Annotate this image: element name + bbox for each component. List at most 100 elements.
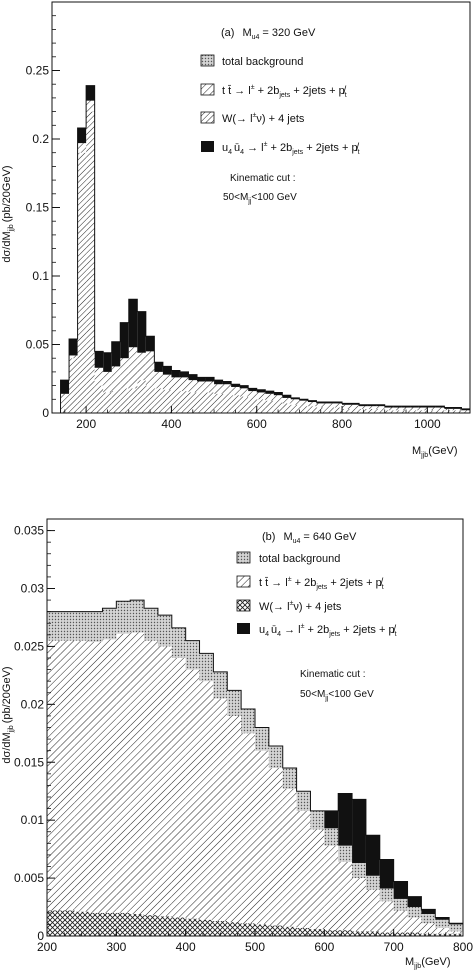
panel-a-bar-s1-b38 (384, 407, 394, 411)
panel-b-bar-s2-b17 (282, 768, 297, 789)
panel-a-legend-swatch-signal (201, 141, 214, 152)
panel-a-label: (a) (221, 27, 234, 39)
panel-b-bar-s2-b7 (144, 608, 158, 641)
panel-a-histogram (60, 85, 470, 413)
panel-b-bar-s1-b24 (379, 901, 394, 933)
panel-a-bar-s1-b30 (316, 403, 325, 408)
panel-a-bar-s1-b12 (162, 374, 172, 390)
panel-b-legend-swatch-signal (237, 623, 250, 634)
panel-b-label: (b) (262, 531, 275, 543)
panel-b-bar-s0-b26 (407, 932, 422, 936)
panel-a-bar-s3-b12 (162, 366, 172, 375)
panel-b-mass-value: = 640 GeV (303, 531, 357, 543)
panel-a-bar-s3-b0 (60, 380, 70, 394)
panel-a-bar-s0-b18 (214, 393, 223, 413)
panel-a-bar-s0-b43 (427, 410, 436, 413)
panel-a-bar-s3-b7 (120, 322, 129, 359)
panel-a-legend-swatch-w (200, 111, 215, 124)
panel-b-legend-total: total background (259, 553, 340, 565)
panel-a-bar-s1-b44 (435, 407, 445, 411)
panel-a-bar-s3-b21 (239, 385, 249, 389)
panel-a-bar-s0-b17 (205, 392, 215, 413)
panel-a-xtick-label-0: 200 (76, 417, 96, 431)
panel-b-bar-s2-b6 (130, 600, 145, 633)
panel-a-xtick-label-4: 1000 (414, 417, 441, 431)
panel-a-bar-s0-b14 (179, 391, 189, 413)
panel-b-bar-s1-b16 (268, 768, 283, 926)
panel-b-bar-s1-b18 (296, 810, 311, 928)
panel-a-bar-s0-b37 (376, 408, 385, 413)
panel-b-xtick-label-5: 700 (384, 940, 404, 954)
panel-b-xtick-label-1: 300 (106, 940, 126, 954)
panel-a-legend-swatch-ttbar (200, 83, 215, 96)
panel-b-bar-s1-b27 (421, 923, 436, 934)
panel-b-ylabel-sub: jjb (8, 725, 15, 733)
panel-a-bar-s0-b20 (231, 395, 240, 413)
panel-a-bar-s1-b3 (86, 100, 95, 112)
panel-a-bar-s1-b31 (324, 403, 334, 408)
panel-a-bar-s1-b2 (77, 143, 87, 153)
panel-b-bar-s0-b17 (282, 926, 297, 936)
panel-b-cut-title: Kinematic cut : (300, 669, 366, 680)
panel-a-bar-s1-b37 (376, 406, 385, 409)
panel-a-ytick-label-4: 0.2 (32, 132, 49, 146)
panel-b-ticks: 200 300 400 500 600 700 800 0 0.005 0.01 0.015 0.02… (14, 518, 473, 954)
panel-b-mass-label: M (283, 531, 292, 543)
panel-b-bar-s3-b26 (407, 896, 422, 908)
panel-b-xtick-label-4: 600 (314, 940, 334, 954)
panel-a-cut-title: Kinematic cut : (230, 173, 296, 184)
panel-a-bar-s3-b30 (316, 402, 325, 404)
panel-b-ytick-label-6: 0.03 (21, 582, 45, 596)
panel-b-bar-s0-b1 (60, 910, 75, 936)
panel-b-bar-s2-b20 (324, 828, 339, 846)
panel-a-bar-s3-b22 (248, 388, 257, 392)
panel-b-bar-s2-b8 (157, 615, 172, 647)
panel-a-bar-s3-b11 (154, 362, 163, 372)
panel-b-bar-s3-b29 (449, 923, 463, 925)
panel-a-xtick-label-1: 400 (161, 417, 181, 431)
panel-a-bar-s3-b25 (273, 392, 283, 396)
panel-b-bar-s3-b23 (365, 835, 380, 876)
panel-a-bar-s3-b14 (179, 371, 189, 378)
panel-b-bar-s2-b21 (338, 845, 353, 862)
panel-a-bar-s3-b23 (256, 389, 266, 393)
panel-a-bar-s1-b22 (248, 391, 257, 398)
panel-a-bar-s0-b9 (137, 380, 146, 413)
panel-a-bar-s1-b1 (69, 355, 78, 359)
panel-a-legend-w: W(→ l±ν) + 4 jets (222, 112, 305, 125)
panel-a-bar-s0-b39 (393, 410, 402, 413)
panel-b-bar-s0-b10 (185, 918, 200, 936)
panel-b-bar-s1-b12 (213, 698, 228, 921)
panel-b-title: (b) Mu4 = 640 GeV (262, 531, 357, 545)
panel-a-mass-sub: u4 (252, 34, 260, 41)
panel-b-bar-s3-b25 (393, 881, 408, 899)
panel-b-bar-s0-b18 (296, 927, 311, 936)
panel-b-bar-s1-b8 (157, 646, 172, 917)
panel-a-bar-s1-b9 (137, 352, 146, 381)
panel-b-ylabel-main: dσ/dM (1, 732, 13, 763)
panel-a-bar-s1-b41 (410, 407, 419, 411)
panel-b-bar-s2-b12 (213, 671, 228, 699)
panel-a-bar-s3-b34 (350, 403, 360, 405)
panel-a-bar-s3-b10 (145, 336, 155, 352)
panel-a-ytick-label-0: 0 (42, 406, 49, 420)
panel-a-bar-s1-b46 (452, 408, 462, 411)
panel-b-bar-s0-b23 (365, 931, 380, 936)
panel-a-bar-s1-b19 (222, 384, 232, 394)
panel-b-bar-s1-b7 (144, 640, 158, 916)
panel-b-bar-s1-b28 (435, 927, 450, 934)
panel-b-xlabel-main: M (405, 956, 414, 968)
panel-b-bar-s1-b25 (393, 910, 408, 933)
panel-b-bar-s2-b4 (102, 608, 117, 640)
panel-b-legend-signal: u4 ū4 → l± + 2bjets + 2jets + p̸t (259, 623, 397, 638)
panel-a-bar-s1-b32 (333, 403, 343, 408)
panel-a-bar-s3-b39 (393, 406, 402, 408)
panel-a-bar-s0-b41 (410, 410, 419, 413)
panel-b-bar-s0-b13 (227, 922, 242, 936)
panel-b-bar-s0-b0 (47, 910, 61, 936)
panel-a-stack-outline (60, 85, 470, 413)
panel-a-bar-s3-b44 (435, 406, 445, 408)
panel-b-bar-s1-b15 (255, 750, 269, 925)
panel-b-legend-swatch-ttbar (236, 575, 251, 588)
panel-b-bar-s0-b24 (379, 932, 394, 936)
